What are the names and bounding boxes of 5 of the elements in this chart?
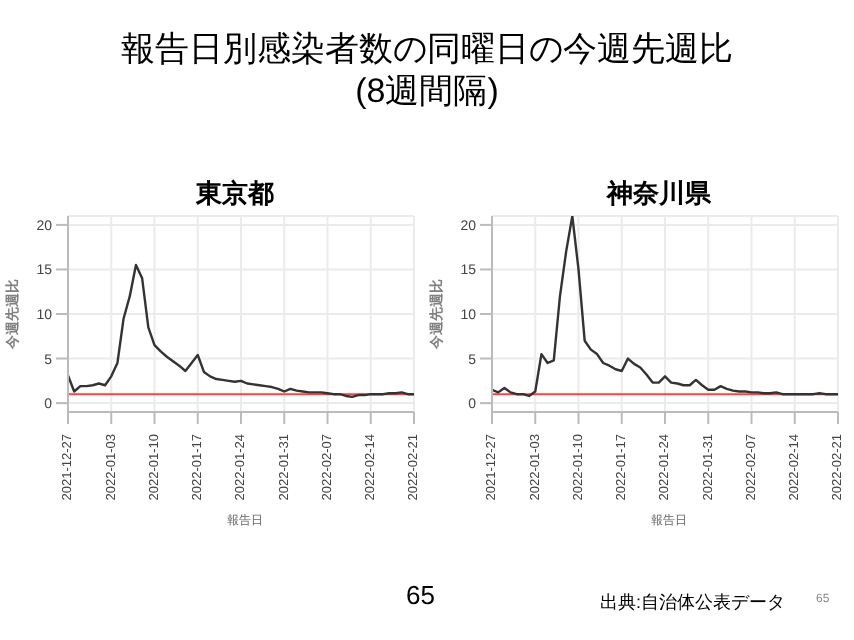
- chart-title: 東京都: [193, 176, 276, 212]
- text: 報告日別感染者数の同曜日の今週先週比 (8週間隔): [119, 28, 735, 112]
- source-note: 出典:自治体公表データ: [600, 590, 786, 616]
- text: 65: [406, 580, 435, 610]
- chart-title: 神奈川県: [604, 176, 713, 212]
